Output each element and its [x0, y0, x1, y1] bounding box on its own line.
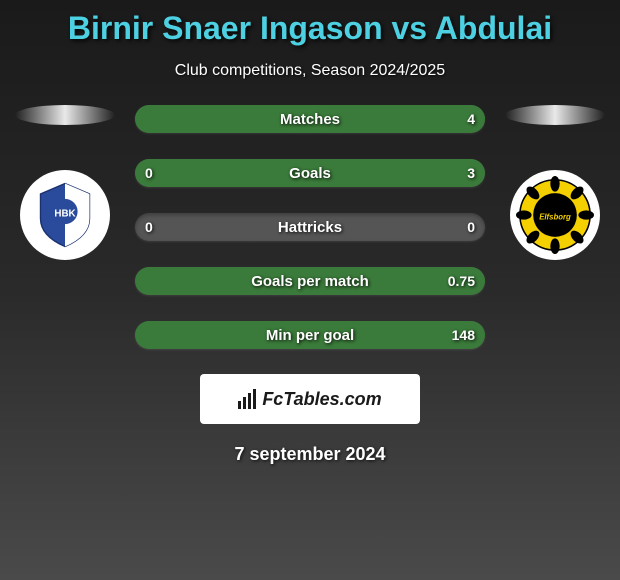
elfsborg-logo-icon: Elfsborg	[516, 176, 594, 254]
svg-text:HBK: HBK	[54, 208, 75, 219]
main-container: HBK Matches 4 0 Goals 3 0 Hattricks 0 Goals per …	[0, 105, 620, 349]
stat-bar: Min per goal 148	[135, 321, 485, 349]
stat-label: Hattricks	[278, 219, 342, 236]
stat-value-left: 0	[145, 165, 153, 181]
stat-bar: 0 Goals 3	[135, 159, 485, 187]
stat-value-right: 0.75	[448, 273, 475, 289]
stat-value-right: 0	[467, 219, 475, 235]
right-side-column: Elfsborg	[495, 105, 615, 260]
stat-label: Goals	[289, 165, 331, 182]
left-side-column: HBK	[5, 105, 125, 260]
stat-label: Matches	[280, 111, 340, 128]
stat-bar: 0 Hattricks 0	[135, 213, 485, 241]
stat-bar: Matches 4	[135, 105, 485, 133]
stat-value-right: 148	[452, 327, 475, 343]
stat-value-right: 3	[467, 165, 475, 181]
right-player-placeholder	[505, 105, 605, 125]
comparison-subtitle: Club competitions, Season 2024/2025	[175, 62, 445, 80]
stat-label: Min per goal	[266, 327, 354, 344]
left-club-logo: HBK	[20, 170, 110, 260]
stat-label: Goals per match	[251, 273, 369, 290]
footer-brand-logo: FcTables.com	[200, 374, 420, 424]
hbk-shield-icon: HBK	[30, 180, 100, 250]
stats-column: Matches 4 0 Goals 3 0 Hattricks 0 Goals per matc…	[125, 105, 495, 349]
left-player-placeholder	[15, 105, 115, 125]
right-club-logo: Elfsborg	[510, 170, 600, 260]
svg-text:Elfsborg: Elfsborg	[539, 213, 571, 222]
footer-brand-text: FcTables.com	[262, 389, 381, 410]
footer-date: 7 september 2024	[234, 444, 385, 465]
comparison-title: Birnir Snaer Ingason vs Abdulai	[68, 10, 552, 47]
stat-value-right: 4	[467, 111, 475, 127]
stat-bar: Goals per match 0.75	[135, 267, 485, 295]
stat-value-left: 0	[145, 219, 153, 235]
chart-icon	[238, 389, 256, 409]
